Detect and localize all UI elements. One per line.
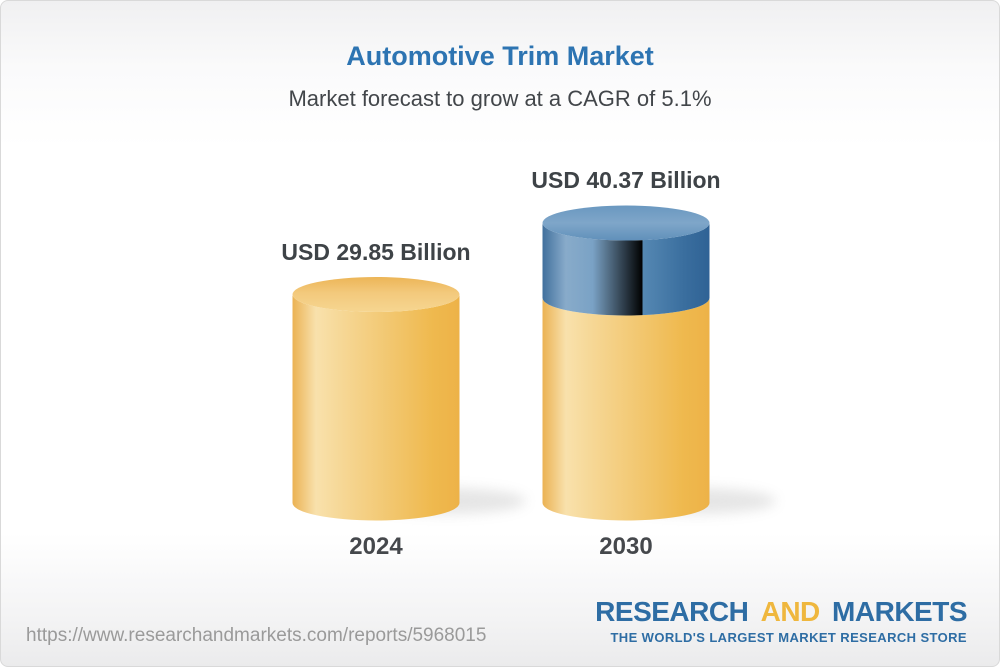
- logo-word-and: AND: [760, 596, 821, 627]
- cylinder-2024: [292, 277, 460, 521]
- report-url: https://www.researchandmarkets.com/repor…: [26, 625, 487, 646]
- cylinder-2030: [542, 205, 710, 521]
- value-label-2024: USD 29.85 Billion: [281, 239, 471, 265]
- cylinder-2030-base-segment: [542, 298, 710, 521]
- cylinder-2030-growth-segment: [542, 223, 710, 316]
- year-label-2024: 2024: [349, 533, 403, 560]
- cylinder-2024-top: [292, 277, 460, 312]
- chart-title: Automotive Trim Market: [346, 41, 654, 71]
- value-label-2030: USD 40.37 Billion: [531, 167, 721, 193]
- logo-word-research: RESEARCH: [595, 596, 749, 627]
- brand-logo-wordmark: RESEARCH AND MARKETS: [595, 598, 967, 626]
- cylinder-2030-top: [542, 205, 710, 241]
- brand-tagline: THE WORLD'S LARGEST MARKET RESEARCH STOR…: [610, 630, 967, 645]
- logo-word-markets: MARKETS: [832, 596, 967, 627]
- chart-subtitle: Market forecast to grow at a CAGR of 5.1…: [288, 86, 712, 111]
- year-label-2030: 2030: [599, 533, 653, 560]
- cylinder-2024-body: [292, 294, 460, 521]
- brand-logo: RESEARCH AND MARKETS THE WORLD'S LARGEST…: [595, 598, 967, 646]
